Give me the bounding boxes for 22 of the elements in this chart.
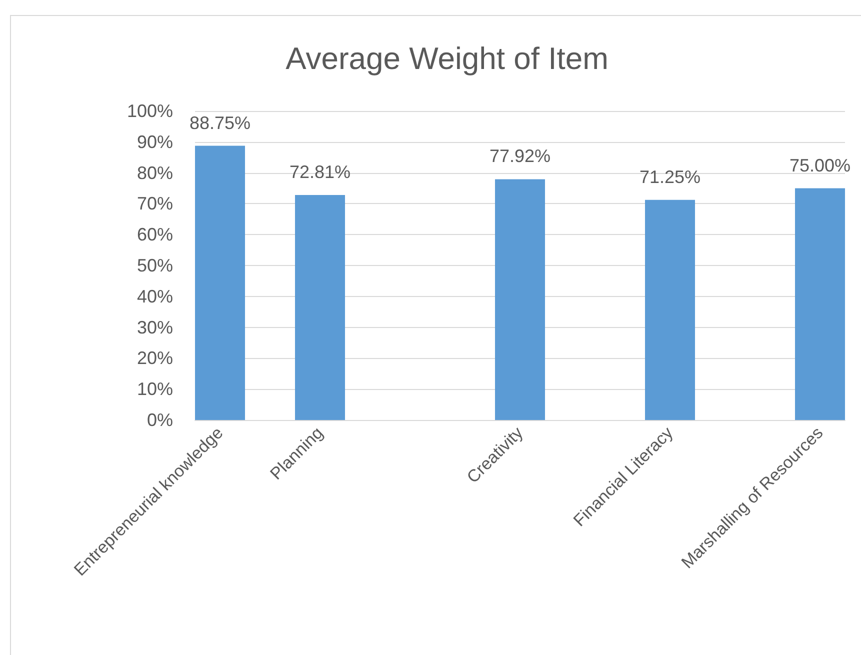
data-label: 71.25%	[639, 166, 701, 187]
y-tick-label: 100%	[126, 101, 173, 121]
chart-title: Average Weight of Item	[286, 41, 608, 76]
y-tick-label: 50%	[136, 256, 173, 276]
bar	[295, 195, 345, 420]
y-tick-label: 30%	[136, 317, 173, 338]
data-label: 72.81%	[289, 162, 351, 182]
bar	[495, 179, 545, 420]
y-tick-label: 0%	[146, 410, 173, 430]
y-tick-label: 40%	[136, 286, 173, 306]
data-label: 88.75%	[189, 112, 251, 133]
data-label: 77.92%	[489, 146, 551, 166]
bar	[645, 200, 695, 420]
bar	[795, 188, 845, 420]
y-tick-label: 70%	[136, 194, 173, 214]
y-tick-label: 10%	[136, 379, 173, 400]
y-tick-label: 80%	[136, 162, 173, 183]
bar	[195, 146, 245, 420]
y-tick-label: 20%	[136, 348, 173, 368]
y-tick-label: 60%	[136, 224, 173, 245]
y-tick-label: 90%	[136, 132, 173, 152]
data-label: 75.00%	[789, 155, 851, 176]
